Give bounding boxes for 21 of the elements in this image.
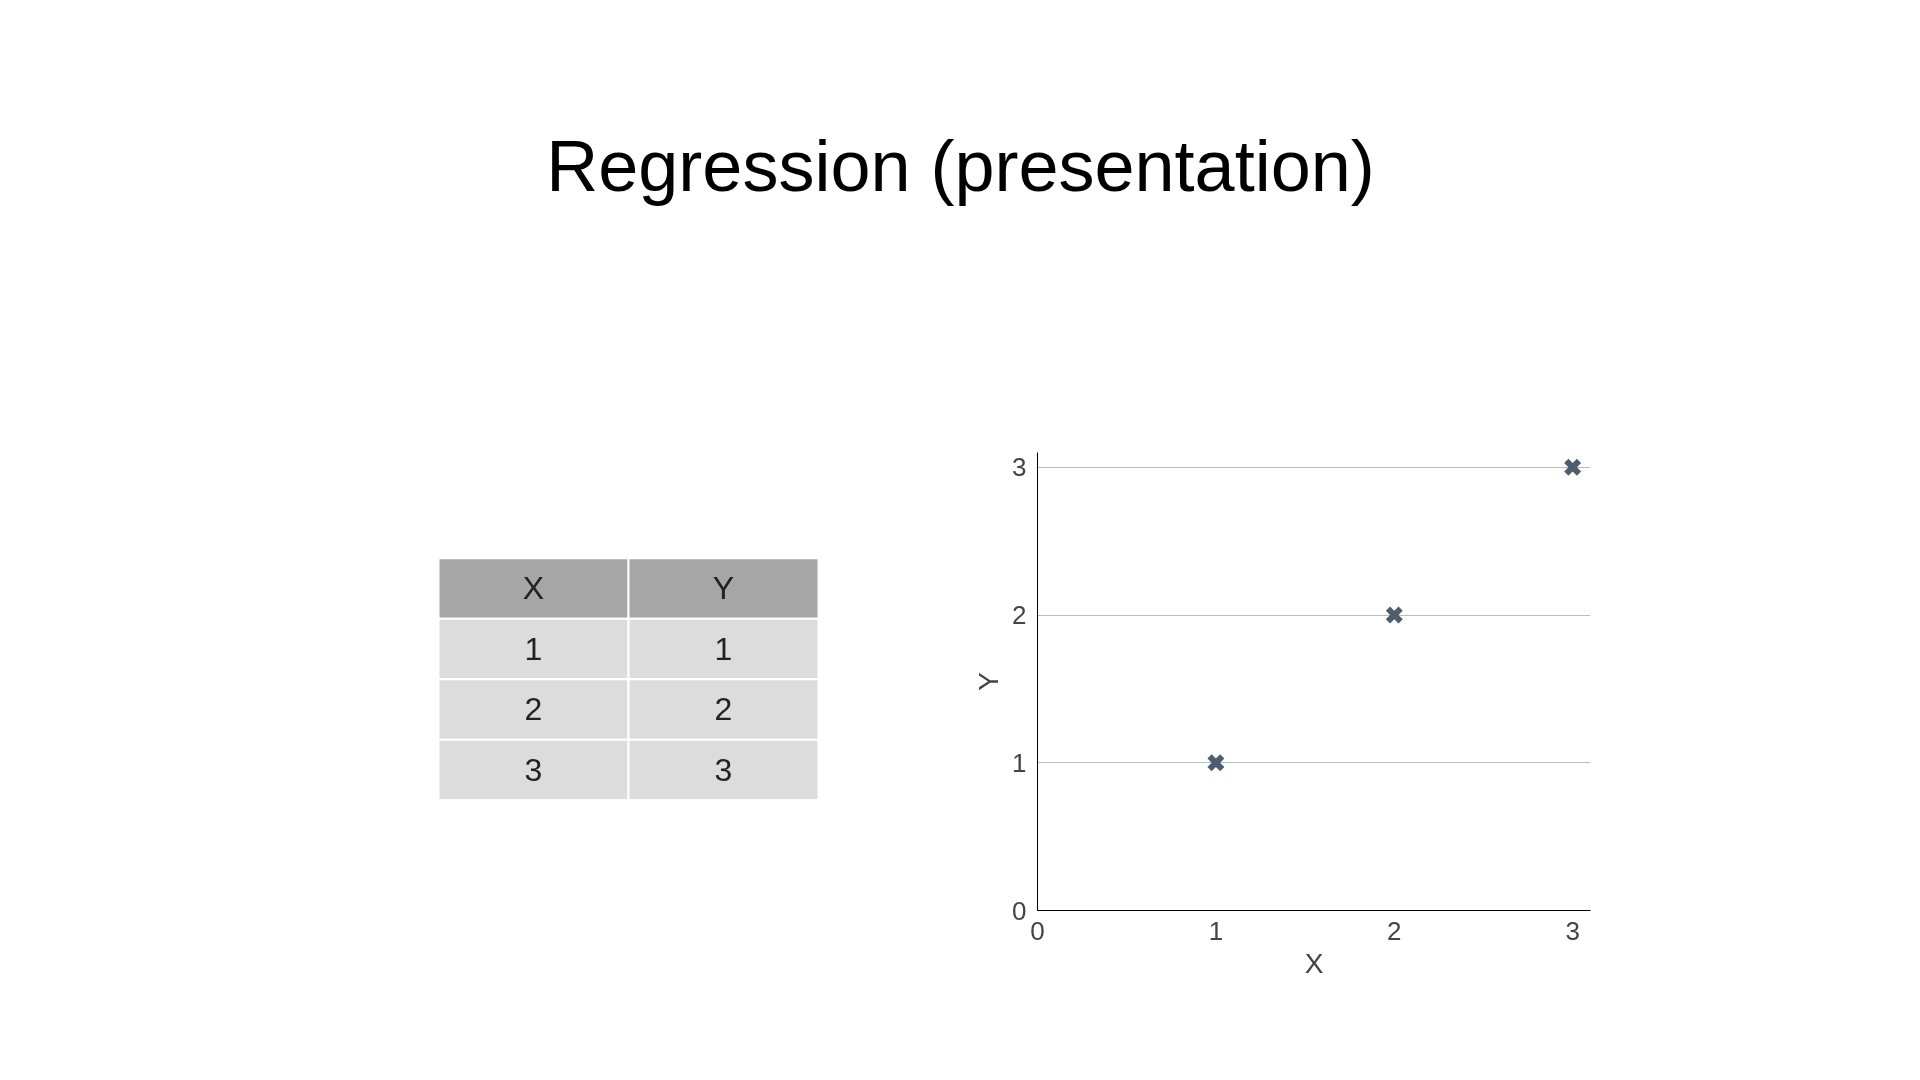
chart-title: Regression (presentation) bbox=[546, 125, 1375, 206]
x-axis-title: X bbox=[1304, 947, 1324, 979]
x-tick-label: 3 bbox=[1565, 915, 1580, 946]
text: Y bbox=[712, 570, 735, 607]
x-tick-label: 2 bbox=[1387, 915, 1402, 946]
text: 1 bbox=[524, 630, 543, 667]
text: 3 bbox=[524, 751, 543, 788]
y-tick-label: 2 bbox=[1012, 600, 1027, 631]
text: 1 bbox=[714, 630, 733, 667]
text: X bbox=[522, 570, 545, 607]
x-tick-label: 1 bbox=[1208, 915, 1224, 946]
text: 2 bbox=[714, 691, 733, 728]
text: 2 bbox=[524, 691, 543, 728]
point bbox=[1563, 457, 1583, 477]
point bbox=[1384, 605, 1404, 625]
text: 3 bbox=[714, 751, 733, 788]
y-tick-label: 1 bbox=[1012, 747, 1027, 778]
y-tick-label: 0 bbox=[1012, 895, 1027, 926]
point bbox=[1206, 753, 1226, 773]
y-axis-title: Y bbox=[973, 671, 1005, 691]
y-tick-label: 3 bbox=[1012, 452, 1027, 483]
